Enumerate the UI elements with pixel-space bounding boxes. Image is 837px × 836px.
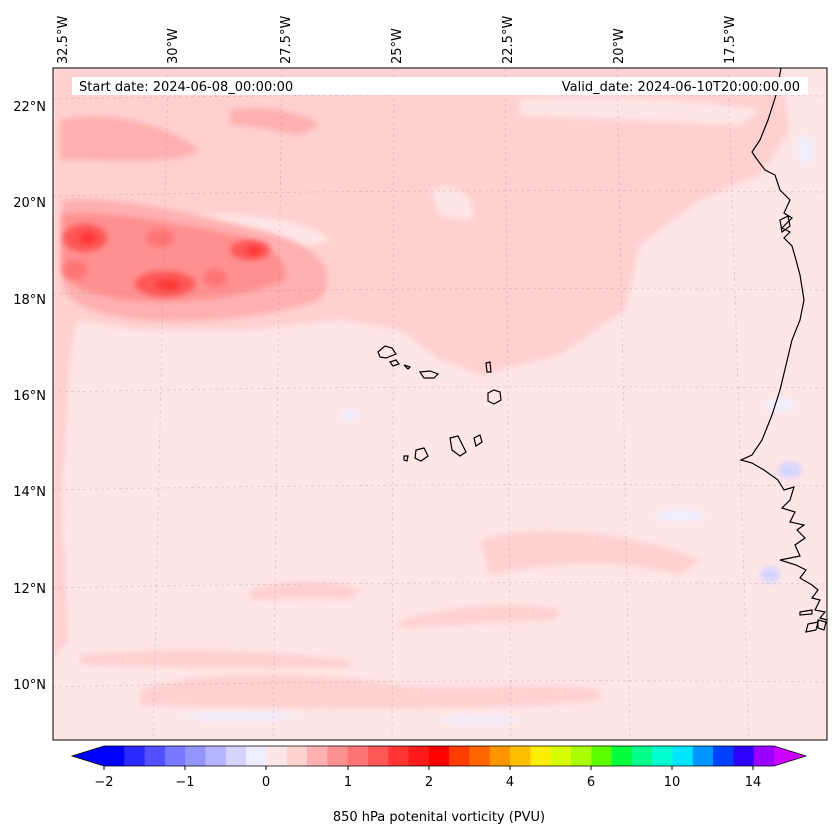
- colorbar-cells: [104, 746, 775, 766]
- colorbar-cell: [550, 746, 572, 766]
- x-tick-label: 20°W: [612, 28, 627, 64]
- coastlines: [739, 68, 827, 633]
- x-tick-label: 30°W: [166, 28, 181, 64]
- colorbar-cell: [225, 746, 247, 766]
- colorbar-cell: [286, 746, 308, 766]
- colorbar-cell: [652, 746, 674, 766]
- colorbar-cell: [185, 746, 207, 766]
- colorbar-cell: [489, 746, 511, 766]
- colorbar-cell: [449, 746, 471, 766]
- colorbar-cell: [469, 746, 491, 766]
- colorbar-cell: [327, 746, 349, 766]
- y-tick-label: 22°N: [13, 100, 46, 115]
- colorbar-cell: [611, 746, 633, 766]
- colorbar-cell: [307, 746, 328, 766]
- colorbar-over-arrow: [774, 746, 806, 766]
- colorbar-tick-label: 0: [262, 775, 270, 790]
- colorbar-cell: [631, 746, 653, 766]
- colorbar-tick-label: 14: [745, 775, 762, 790]
- x-tick-label: 25°W: [390, 28, 405, 64]
- colorbar-cell: [144, 746, 166, 766]
- valid-date-label: Valid_date: 2024-06-10T20:00:00.00: [562, 80, 800, 95]
- start-date-label: Start date: 2024-06-08_00:00:00: [79, 80, 293, 95]
- colorbar-cell: [388, 746, 410, 766]
- y-tick-label: 14°N: [13, 485, 46, 500]
- colorbar-cell: [672, 746, 694, 766]
- colorbar-tick-label: 6: [587, 775, 595, 790]
- colorbar-cell: [733, 746, 755, 766]
- colorbar-cell: [530, 746, 552, 766]
- y-tick-label: 20°N: [13, 196, 46, 211]
- colorbar-tick-label: 10: [664, 775, 681, 790]
- x-axis-labels: 32.5°W 30°W 27.5°W 25°W 22.5°W 20°W 17.5…: [56, 16, 738, 64]
- colorbar-tick-label: −1: [175, 775, 194, 790]
- y-tick-label: 12°N: [13, 582, 46, 597]
- y-tick-label: 18°N: [13, 293, 46, 308]
- colorbar-cell: [104, 746, 125, 766]
- colorbar-tick-label: −2: [94, 775, 113, 790]
- colorbar-cell: [692, 746, 714, 766]
- colorbar-cell: [266, 746, 288, 766]
- colorbar-tick-label: 1: [344, 775, 352, 790]
- colorbar-cell: [591, 746, 613, 766]
- y-tick-label: 16°N: [13, 389, 46, 404]
- graticule: [53, 68, 827, 740]
- x-tick-label: 27.5°W: [279, 16, 294, 64]
- colorbar-label: 850 hPa potenital vorticity (PVU): [333, 810, 545, 825]
- colorbar-cell: [428, 746, 450, 766]
- colorbar-cell: [367, 746, 389, 766]
- colorbar-ticks: [103, 766, 754, 770]
- colorbar-cell: [347, 746, 369, 766]
- header-bar: Start date: 2024-06-08_00:00:00 Valid_da…: [72, 77, 808, 95]
- pv-field: [53, 68, 813, 724]
- colorbar-cell: [713, 746, 734, 766]
- colorbar-cell: [570, 746, 592, 766]
- colorbar-cell: [205, 746, 227, 766]
- colorbar-cell: [510, 746, 531, 766]
- x-tick-label: 32.5°W: [56, 16, 71, 64]
- colorbar-tick-label: 4: [506, 775, 514, 790]
- colorbar-tick-labels: −2 −1 0 1 2 4 6 10 14: [94, 775, 761, 790]
- colorbar: −2 −1 0 1 2 4 6 10 14 850 hPa potenital …: [70, 745, 808, 825]
- colorbar-under-arrow: [72, 746, 104, 766]
- colorbar-cell: [408, 746, 430, 766]
- colorbar-cell: [246, 746, 268, 766]
- y-tick-label: 10°N: [13, 678, 46, 693]
- y-axis-labels: 22°N 20°N 18°N 16°N 14°N 12°N 10°N: [13, 100, 46, 693]
- colorbar-cell: [164, 746, 186, 766]
- map-plot-area: [52, 67, 828, 741]
- x-tick-label: 22.5°W: [501, 16, 516, 64]
- colorbar-tick-label: 2: [425, 775, 433, 790]
- cape-verde-islands: [377, 345, 502, 462]
- x-tick-label: 17.5°W: [723, 16, 738, 64]
- colorbar-cell: [124, 746, 146, 766]
- colorbar-cell: [753, 746, 775, 766]
